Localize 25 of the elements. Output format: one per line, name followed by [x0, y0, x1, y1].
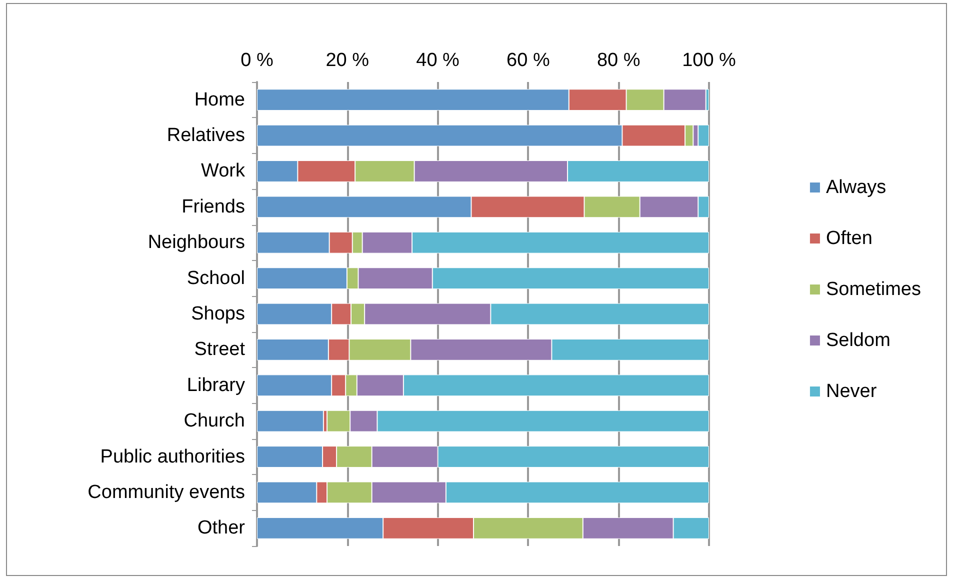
- y-tick-label: Church: [184, 410, 245, 432]
- x-tick-label: 20 %: [326, 50, 370, 71]
- y-tick-label: Neighbours: [148, 232, 245, 254]
- y-tick-label: Other: [197, 518, 246, 539]
- legend-label: Seldom: [826, 330, 890, 351]
- x-tick-label: 80 %: [596, 50, 640, 71]
- y-tick-label: Home: [194, 89, 245, 110]
- legend-label: Often: [826, 228, 872, 249]
- y-tick-label: Work: [201, 160, 246, 182]
- y-tick-label: Shops: [191, 304, 245, 324]
- legend-label: Always: [826, 177, 886, 198]
- y-tick-label: Street: [194, 339, 246, 360]
- x-tick-label: 0 %: [240, 50, 274, 71]
- x-tick-label: 60 %: [506, 50, 550, 71]
- y-tick-label: Relatives: [166, 125, 245, 146]
- y-tick-label: Friends: [182, 196, 245, 218]
- y-tick-label: Library: [186, 374, 246, 396]
- y-tick-label: Public authorities: [100, 446, 245, 468]
- legend-label: Sometimes: [826, 279, 922, 300]
- y-tick-label: School: [186, 268, 245, 289]
- x-tick-label: 100 %: [682, 50, 736, 71]
- x-tick-label: 40 %: [416, 50, 460, 71]
- legend-label: Never: [826, 381, 878, 402]
- bar: [257, 410, 324, 432]
- y-tick-label: Community events: [88, 482, 245, 503]
